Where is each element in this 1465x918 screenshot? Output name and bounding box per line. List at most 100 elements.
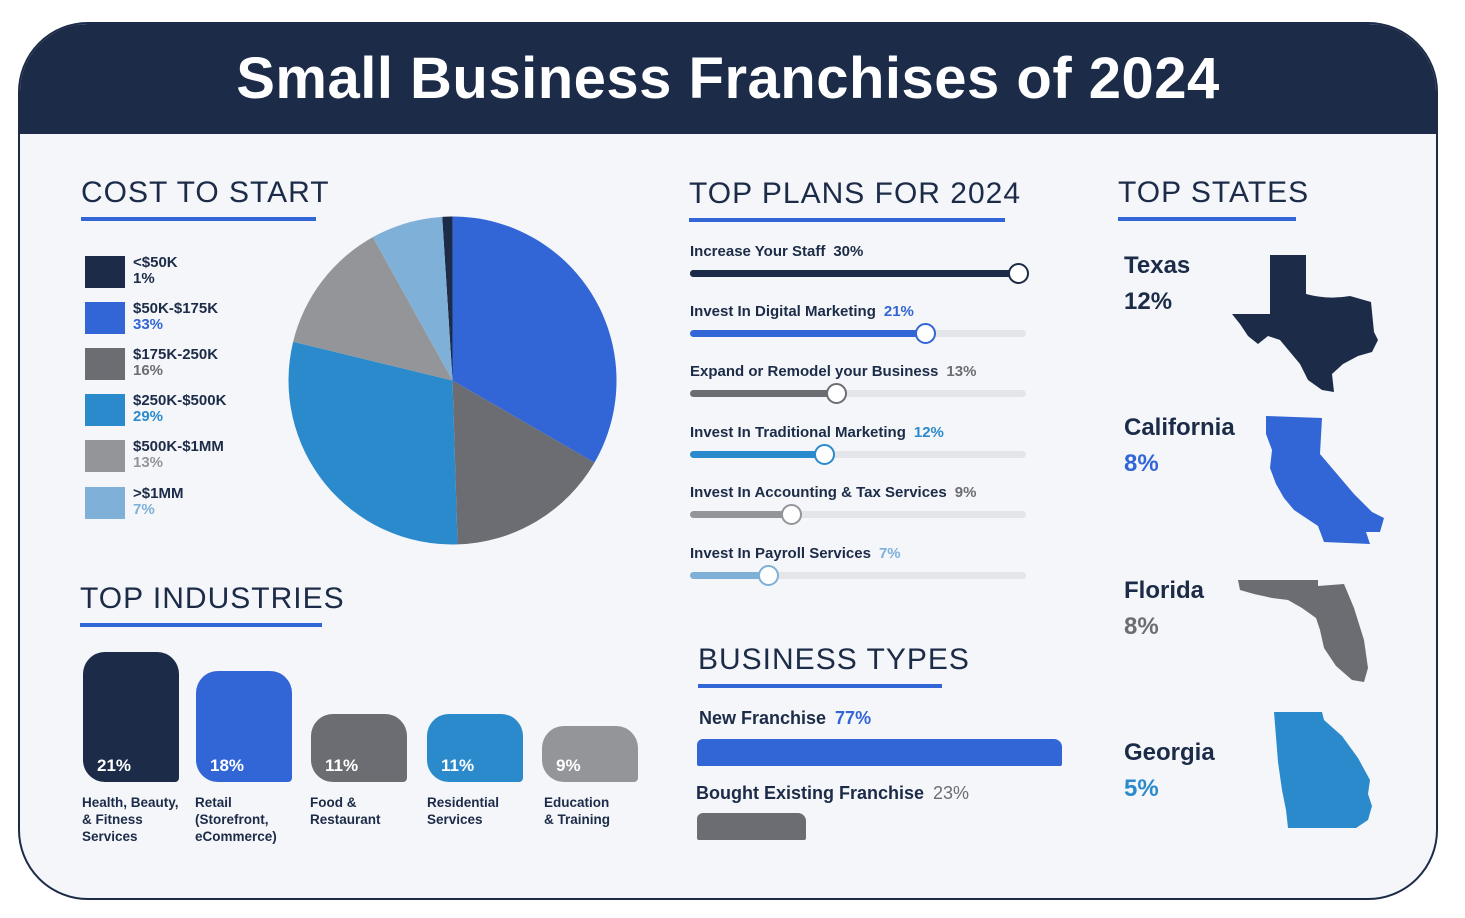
plan-value: 30% xyxy=(833,243,864,260)
plan-row: Invest In Traditional Marketing 12% xyxy=(690,424,1030,465)
industry-label-line: Restaurant xyxy=(310,812,381,827)
california-map-icon xyxy=(1266,416,1384,544)
industries-title-underline xyxy=(80,623,322,627)
plan-fill xyxy=(690,390,836,397)
cost-pie-chart xyxy=(288,216,617,545)
pie-slice xyxy=(372,216,453,381)
legend-item: $250K-$500K 29% xyxy=(85,392,305,428)
industry-label-line: Services xyxy=(82,829,138,844)
plan-fill xyxy=(690,270,1026,277)
legend-item: $175K-250K 16% xyxy=(85,346,305,382)
plan-label: Invest In Traditional Marketing xyxy=(690,424,906,441)
plan-value: 12% xyxy=(913,424,944,441)
plan-knob xyxy=(814,444,836,465)
industry-bar: 21% xyxy=(83,652,179,782)
plan-track xyxy=(690,263,1029,284)
plan-knob xyxy=(780,504,802,525)
state-name: Texas xyxy=(1124,252,1191,279)
business-type-text: New Franchise 77% xyxy=(699,708,871,729)
plan-text: Invest In Traditional Marketing 12% xyxy=(690,424,944,441)
georgia-map-icon xyxy=(1274,712,1372,828)
pie-slice xyxy=(452,216,617,463)
plan-value: 9% xyxy=(954,484,977,501)
state-value: 8% xyxy=(1124,450,1159,477)
plan-row: Invest In Accounting & Tax Services 9% xyxy=(690,484,1030,525)
header-banner: Small Business Franchises of 2024 xyxy=(20,24,1436,134)
industry-label-line: Food & xyxy=(310,795,357,810)
top-states-title: TOP STATES xyxy=(1118,176,1310,209)
industry-label: Health, Beauty, & Fitness Services xyxy=(82,794,192,845)
plan-value: 13% xyxy=(946,363,977,380)
legend-percent: 33% xyxy=(133,316,164,333)
industry-label-line: Retail xyxy=(195,795,232,810)
industry-bar: 11% xyxy=(427,713,523,782)
business-type-label: New Franchise xyxy=(699,708,827,728)
state-name: Georgia xyxy=(1124,739,1215,766)
plans-title-underline xyxy=(689,218,1005,222)
legend-item: $50K-$175K 33% xyxy=(85,300,305,336)
business-types-title: BUSINESS TYPES xyxy=(698,643,970,676)
industry-value: 18% xyxy=(210,755,245,775)
plan-track xyxy=(690,444,1026,465)
legend-swatch xyxy=(85,440,125,472)
plan-label: Invest In Digital Marketing xyxy=(690,303,876,320)
legend-label: $175K-250K xyxy=(133,346,219,363)
industry-value: 11% xyxy=(441,755,475,775)
state-name: Florida xyxy=(1124,577,1205,604)
legend-percent: 7% xyxy=(133,501,155,518)
state-name: California xyxy=(1124,414,1235,441)
plan-fill xyxy=(690,572,769,579)
industry-label-line: (Storefront, xyxy=(195,812,269,827)
legend-label: $500K-$1MM xyxy=(133,438,224,455)
legend-label: $50K-$175K xyxy=(133,300,219,317)
plan-knob xyxy=(758,565,780,586)
legend-item: $500K-$1MM 13% xyxy=(85,438,305,474)
state-value: 8% xyxy=(1124,613,1159,640)
plan-knob xyxy=(1008,263,1029,284)
plan-text: Invest In Accounting & Tax Services 9% xyxy=(690,484,976,501)
legend-label: >$1MM xyxy=(133,485,184,502)
texas-map-icon xyxy=(1232,255,1378,392)
florida-map-icon xyxy=(1238,580,1368,682)
plan-track xyxy=(690,383,1026,404)
legend-swatch xyxy=(85,348,125,380)
business-type-value: 77% xyxy=(835,708,872,728)
industry-label-line: Residential xyxy=(427,795,500,810)
business-types-title-underline xyxy=(698,684,942,688)
pie-slice xyxy=(293,237,453,381)
industry-value: 21% xyxy=(97,756,132,775)
legend-percent: 16% xyxy=(133,362,164,379)
plan-value: 21% xyxy=(883,303,914,320)
plan-track xyxy=(690,565,1026,586)
legend-item: <$50K 1% xyxy=(85,254,305,290)
cost-title-underline xyxy=(81,217,316,221)
industry-label: Residential Services xyxy=(427,794,537,828)
pie-slice xyxy=(288,341,458,545)
plan-label: Invest In Accounting & Tax Services xyxy=(690,484,947,501)
plan-value: 7% xyxy=(878,545,901,562)
industry-label-line: Education xyxy=(544,795,610,810)
legend-swatch xyxy=(85,302,125,334)
plan-row: Invest In Payroll Services 7% xyxy=(690,545,1030,586)
industry-bar: 9% xyxy=(542,726,638,782)
industry-label-line: eCommerce) xyxy=(195,829,277,844)
cost-to-start-title: COST TO START xyxy=(81,176,330,209)
plan-label: Increase Your Staff xyxy=(690,243,826,260)
industry-label-line: & Training xyxy=(544,812,611,827)
plan-fill xyxy=(690,511,791,518)
industry-label: Food & Restaurant xyxy=(310,794,420,828)
plan-row: Expand or Remodel your Business 13% xyxy=(690,363,1030,404)
plan-text: Invest In Digital Marketing 21% xyxy=(690,303,914,320)
business-type-text: Bought Existing Franchise 23% xyxy=(696,783,969,804)
plan-row: Increase Your Staff 30% xyxy=(690,243,1030,284)
legend-label: $250K-$500K xyxy=(133,392,227,409)
business-type-label: Bought Existing Franchise xyxy=(696,783,925,803)
plan-text: Invest In Payroll Services 7% xyxy=(690,545,901,562)
plan-row: Invest In Digital Marketing 21% xyxy=(690,303,1030,344)
top-industries-title: TOP INDUSTRIES xyxy=(80,582,345,615)
legend-item: >$1MM 7% xyxy=(85,485,305,521)
legend-percent: 1% xyxy=(133,270,155,287)
top-plans-title: TOP PLANS FOR 2024 xyxy=(689,177,1022,210)
plan-fill xyxy=(690,451,825,458)
legend-percent: 13% xyxy=(133,454,164,471)
